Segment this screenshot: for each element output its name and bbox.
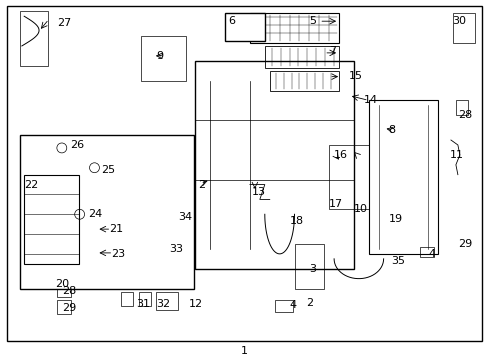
Text: 19: 19 xyxy=(388,214,402,224)
Bar xyxy=(141,36,185,81)
Bar xyxy=(195,61,353,269)
Text: 24: 24 xyxy=(88,209,102,219)
Bar xyxy=(232,19,239,25)
Text: 3: 3 xyxy=(309,264,316,274)
Text: 18: 18 xyxy=(289,216,303,226)
Text: 28: 28 xyxy=(457,110,471,120)
Text: 23: 23 xyxy=(111,249,125,259)
Text: 26: 26 xyxy=(70,140,83,150)
Bar xyxy=(274,301,292,312)
Bar xyxy=(57,301,71,314)
Text: 28: 28 xyxy=(61,285,76,296)
Text: 13: 13 xyxy=(251,188,265,198)
Text: 4: 4 xyxy=(427,249,434,259)
Bar xyxy=(121,292,133,306)
Bar xyxy=(264,46,338,68)
Bar xyxy=(419,247,433,257)
Text: 2: 2 xyxy=(198,180,205,190)
Text: 27: 27 xyxy=(57,18,71,28)
Text: 5: 5 xyxy=(309,16,316,26)
Text: 12: 12 xyxy=(188,300,202,309)
Text: 14: 14 xyxy=(363,95,377,105)
Text: 2: 2 xyxy=(305,298,312,309)
Bar xyxy=(269,71,338,90)
Bar xyxy=(170,209,185,221)
Bar xyxy=(57,284,71,297)
Text: 34: 34 xyxy=(178,212,192,222)
Text: 6: 6 xyxy=(228,16,235,26)
Text: 25: 25 xyxy=(101,165,115,175)
Bar xyxy=(249,13,338,43)
Bar xyxy=(294,244,324,288)
Text: 29: 29 xyxy=(61,303,76,313)
Bar xyxy=(20,135,193,288)
Text: 32: 32 xyxy=(156,300,170,309)
Text: 11: 11 xyxy=(449,150,463,160)
Text: 35: 35 xyxy=(391,256,405,266)
Bar xyxy=(225,13,264,41)
Text: 31: 31 xyxy=(136,300,150,309)
Text: 7: 7 xyxy=(328,46,336,56)
Text: 20: 20 xyxy=(55,279,69,289)
Text: 17: 17 xyxy=(328,199,343,210)
Text: 30: 30 xyxy=(451,16,465,26)
Bar xyxy=(139,292,151,306)
Text: 4: 4 xyxy=(289,300,296,310)
Text: 16: 16 xyxy=(333,150,347,160)
Bar xyxy=(452,13,474,43)
Text: 8: 8 xyxy=(388,125,395,135)
Text: 9: 9 xyxy=(156,51,163,61)
Bar xyxy=(163,237,181,255)
Bar xyxy=(328,145,368,209)
Text: 15: 15 xyxy=(348,71,362,81)
Bar xyxy=(455,100,467,115)
Bar xyxy=(156,292,177,310)
Bar xyxy=(24,175,79,264)
Text: 1: 1 xyxy=(240,346,247,356)
Text: 29: 29 xyxy=(457,239,471,249)
Bar xyxy=(20,11,48,66)
Text: 21: 21 xyxy=(109,224,123,234)
Bar xyxy=(368,100,437,254)
Text: 33: 33 xyxy=(168,244,183,254)
Text: 10: 10 xyxy=(353,204,367,214)
Bar xyxy=(228,16,243,26)
Text: 22: 22 xyxy=(24,180,39,190)
